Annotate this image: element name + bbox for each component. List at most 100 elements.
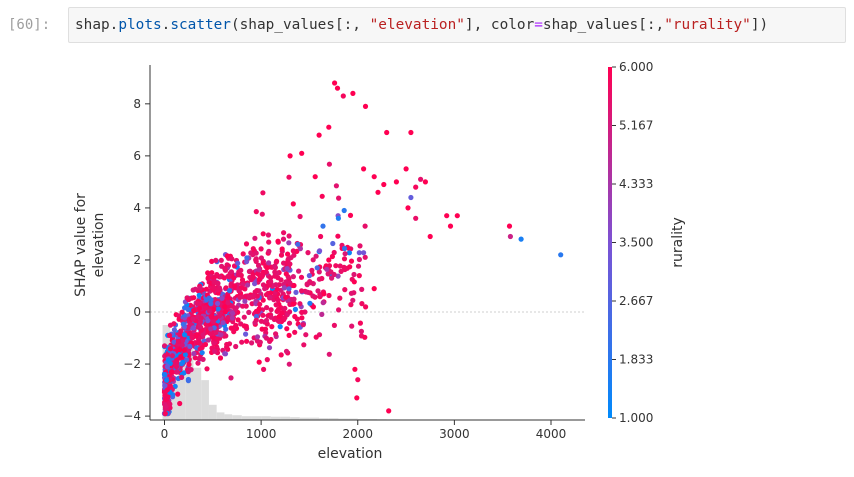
scatter-point [326,263,333,269]
scatter-point [200,356,206,362]
histogram-bar [241,416,252,420]
scatter-point [179,309,185,315]
scatter-point [177,400,183,407]
scatter-point [506,223,513,229]
scatter-point [329,253,335,260]
scatter-point [333,183,339,189]
scatter-point [266,248,272,254]
scatter-point [269,324,275,330]
scatter-point [209,258,215,264]
scatter-point [325,271,331,277]
scatter-point [204,366,210,372]
scatter-point [208,331,214,337]
scatter-point [273,331,279,337]
scatter-point [371,174,377,180]
scatter-point [203,305,209,311]
scatter-point [196,292,202,298]
code-token: "rurality" [664,17,751,33]
scatter-point [319,311,325,317]
scatter-point [189,335,195,341]
scatter-point [254,334,261,340]
scatter-point [257,339,263,345]
scatter-point [340,93,346,99]
scatter-point [362,223,368,229]
scatter-point [175,338,182,344]
scatter-point [276,313,282,320]
scatter-point [403,166,409,172]
scatter-point [408,129,414,136]
code-cell-input[interactable]: shap.plots.scatter(shap_values[:, "eleva… [68,7,846,43]
axes: −4 −2 0 2 4 6 8 0 1000 2000 3000 4000 [123,65,585,441]
scatter-point [320,300,326,306]
code-token: plots [118,17,162,33]
scatter-point [225,300,231,306]
scatter-point [191,307,197,313]
scatter-point [342,287,348,293]
scatter-point [286,240,292,246]
scatter-point [235,317,241,323]
scatter-point [336,195,342,201]
scatter-point [182,332,188,338]
scatter-point [274,308,280,314]
scatter-point [291,282,297,289]
scatter-point [211,279,217,285]
scatter-point [190,316,196,322]
scatter-point [203,286,209,292]
scatter-point [351,271,357,278]
histogram-bar [338,418,349,420]
scatter-point [190,325,196,331]
scatter-point [277,324,283,330]
y-axis-label: SHAP value for elevation [73,193,107,297]
scatter-point [231,329,237,335]
scatter-point [427,233,433,240]
scatter-point [312,174,318,180]
scatter-point [278,352,284,358]
code-line[interactable]: shap.plots.scatter(shap_values[:, "eleva… [75,17,768,33]
scatter-point [265,232,271,238]
y-tick-label: −2 [123,357,141,371]
scatter-point [318,233,324,240]
scatter-point [375,189,381,195]
colorbar-tick-label: 3.500 [619,236,653,250]
scatter-point [256,359,262,365]
scatter-point [208,301,214,307]
scatter-point [264,357,270,363]
scatter-point [233,322,239,328]
scatter-point [232,283,238,289]
colorbar-tick-label: 4.333 [619,177,653,191]
scatter-point [244,338,250,344]
scatter-point [281,230,287,236]
scatter-point [310,257,316,263]
histogram-bar [224,414,233,420]
scatter-point [332,80,338,86]
scatter-point [250,246,256,252]
scatter-point [246,268,252,275]
code-token: ], color [464,17,535,33]
scatter-point [179,342,185,348]
scatter-point [317,248,323,254]
scatter-point [162,343,168,349]
scatter-point [304,281,310,287]
code-token: . [161,17,171,33]
scatter-point [260,297,266,303]
scatter-point [355,377,361,383]
scatter-point [233,305,239,311]
scatter-point [216,312,223,319]
scatter-point [228,269,234,275]
scatter-point [171,321,177,327]
scatter-point [171,339,177,345]
code-token: . [109,17,119,33]
scatter-point [243,241,250,247]
scatter-point [214,336,220,342]
scatter-point [329,275,335,281]
scatter-point [179,374,185,380]
scatter-point [337,295,343,301]
histogram-bar [232,415,242,420]
scatter-point [191,295,197,301]
scatter-point [211,348,218,354]
scatter-point [228,283,234,289]
scatter-point [218,257,224,263]
y-axis-label-line: elevation [91,213,107,278]
y-tick-label: 2 [133,253,141,267]
scatter-point [196,339,202,345]
